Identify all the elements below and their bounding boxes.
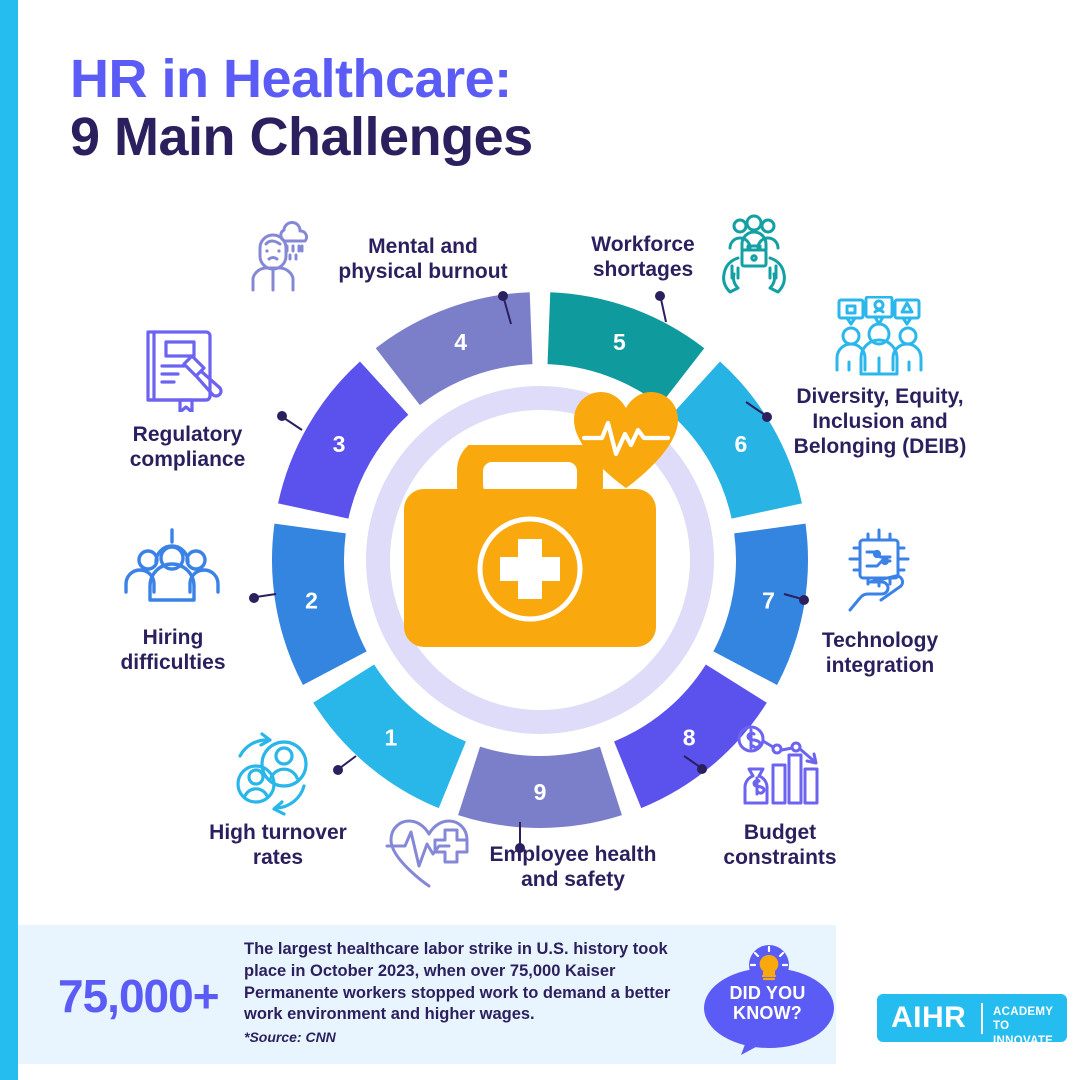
segment-number-5: 5 [613,329,626,355]
connector-3 [277,411,303,431]
donut-segment-1[interactable] [313,664,466,809]
donut-segment-5[interactable] [547,292,705,406]
label-budget-constraints: Budget constraints [723,821,837,870]
challenges-donut-wheel: 1 2 3 4 5 6 7 8 9 [268,288,812,832]
heart-ecg-cross-icon [385,818,479,893]
label-employee-health-safety: Employee health and safety [489,843,657,892]
heartbeat-heart-icon [570,390,682,490]
page-title: HR in Healthcare: 9 Main Challenges [70,50,533,167]
logo-wordmark: AIHR [891,1001,967,1034]
segment-number-6: 6 [735,431,748,457]
hands-holding-team-icon [714,214,794,301]
fact-big-number: 75,000+ [58,970,220,1022]
donut-svg: 1 2 3 4 5 6 7 8 9 [272,292,809,828]
donut-segment-4[interactable] [375,292,533,406]
chip-on-hand-icon [840,528,926,617]
connector-2 [249,593,277,603]
connector-4 [498,291,512,325]
donut-segment-3[interactable] [278,361,409,519]
logo-tagline-line-2: INNOVATE HR [993,1034,1054,1062]
bubble-line-2: KNOW? [733,1003,802,1024]
segment-number-3: 3 [333,431,346,457]
title-line-1: HR in Healthcare: [70,49,512,109]
bubble-line-1: DID YOU [729,983,806,1003]
fact-body-text: The largest healthcare labor strike in U… [244,940,671,1024]
segment-number-8: 8 [683,725,696,751]
donut-segment-8[interactable] [614,664,767,809]
segment-number-1: 1 [384,725,397,751]
did-you-know-bubble: DID YOU KNOW? [695,945,843,1055]
label-technology-integration: Technology integration [821,629,939,678]
donut-segment-7[interactable] [713,523,809,685]
money-bag-declining-chart-icon [735,725,827,812]
logo-tagline-line-1: ACADEMY TO [993,1006,1054,1033]
label-high-turnover: High turnover rates [209,821,347,870]
segment-number-9: 9 [534,779,547,805]
law-book-gavel-icon [140,326,226,417]
title-line-2: 9 Main Challenges [70,107,533,168]
left-accent-bar [0,0,18,1080]
donut-segment-2[interactable] [272,523,367,685]
logo-tagline: ACADEMY TO INNOVATE HR [993,1005,1067,1063]
connector-8 [683,755,707,774]
label-regulatory-compliance: Regulatory compliance [129,423,246,472]
connector-7 [783,593,809,605]
segment-number-4: 4 [454,329,467,355]
hiring-people-magnet-icon [120,528,224,613]
donut-segment-9[interactable] [458,746,622,828]
connector-9 [515,822,525,853]
fact-source: *Source: CNN [244,1029,336,1045]
donut-segment-6[interactable] [671,361,802,519]
lightbulb-icon [749,945,789,981]
logo-divider [981,1003,983,1034]
label-deib: Diversity, Equity, Inclusion and Belongi… [793,385,967,459]
first-aid-kit-icon [400,436,660,650]
burnout-rain-cloud-icon [240,218,316,299]
segment-number-2: 2 [305,587,318,613]
did-you-know-panel: 75,000+ The largest healthcare labor str… [18,925,836,1064]
label-mental-burnout: Mental and physical burnout [338,235,508,284]
segment-number-7: 7 [762,587,775,613]
bubble-text: DID YOU KNOW? [695,983,840,1023]
aihr-logo[interactable]: AIHR ACADEMY TO INNOVATE HR [877,994,1067,1061]
connector-6 [745,401,772,422]
label-hiring-difficulties: Hiring difficulties [120,626,226,675]
connector-1 [333,755,357,775]
turnover-people-cycle-icon [226,730,322,821]
label-workforce-shortages: Workforce shortages [591,233,695,282]
connector-5 [655,291,667,323]
deib-people-bubbles-icon [833,295,927,381]
inner-ring [366,386,714,734]
